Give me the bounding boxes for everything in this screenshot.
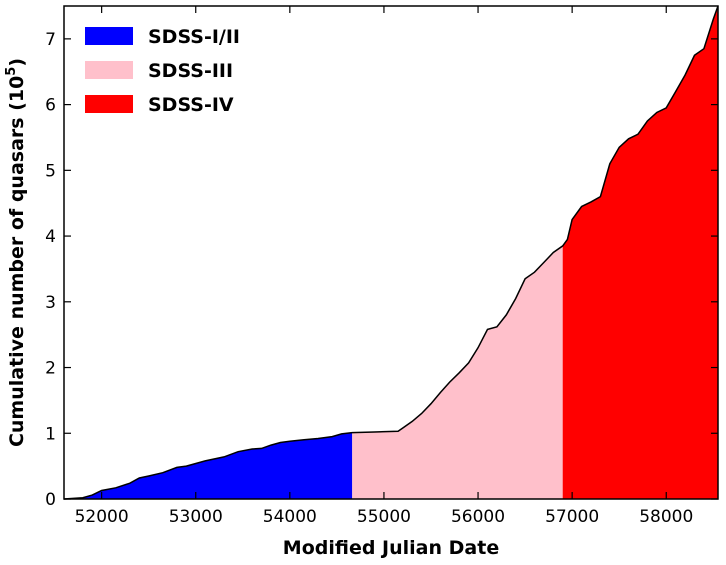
legend-label: SDSS-III (148, 60, 233, 82)
area-sdss-i-ii (64, 432, 353, 499)
y-tick-label: 0 (45, 490, 56, 510)
legend-swatch (85, 61, 133, 79)
tick-layer: 52000 53000 54000 55000 56000 57000 58000 0 1 2 3 4… (45, 6, 718, 527)
legend-swatch (85, 27, 133, 45)
y-tick-label: 1 (45, 424, 56, 444)
area-sdss-iii (352, 245, 563, 499)
y-tick-label: 2 (45, 359, 56, 379)
x-tick-label: 53000 (169, 507, 223, 527)
y-tick-label: 7 (45, 30, 56, 50)
y-axis-label: Cumulative number of quasars (105) (4, 58, 28, 447)
y-tick-label: 4 (45, 227, 56, 247)
cumulative-outline (63, 5, 719, 500)
x-tick-label: 55000 (357, 507, 411, 527)
legend-label: SDSS-I/II (148, 26, 240, 48)
y-tick-label: 3 (45, 293, 56, 313)
x-tick-label: 52000 (75, 507, 129, 527)
area-sdss-iv (562, 6, 718, 499)
legend-label: SDSS-IV (148, 94, 234, 116)
x-tick-label: 57000 (545, 507, 599, 527)
legend-swatch (85, 95, 133, 113)
x-tick-label: 54000 (263, 507, 317, 527)
x-tick-label: 56000 (451, 507, 505, 527)
legend: SDSS-I/II SDSS-III SDSS-IV (85, 26, 240, 116)
y-tick-label: 6 (45, 96, 56, 116)
x-axis-label: Modified Julian Date (283, 537, 499, 559)
plot-frame (63, 5, 719, 500)
y-tick-label: 5 (45, 161, 56, 181)
area-layer (64, 6, 718, 499)
x-tick-label: 58000 (639, 507, 693, 527)
